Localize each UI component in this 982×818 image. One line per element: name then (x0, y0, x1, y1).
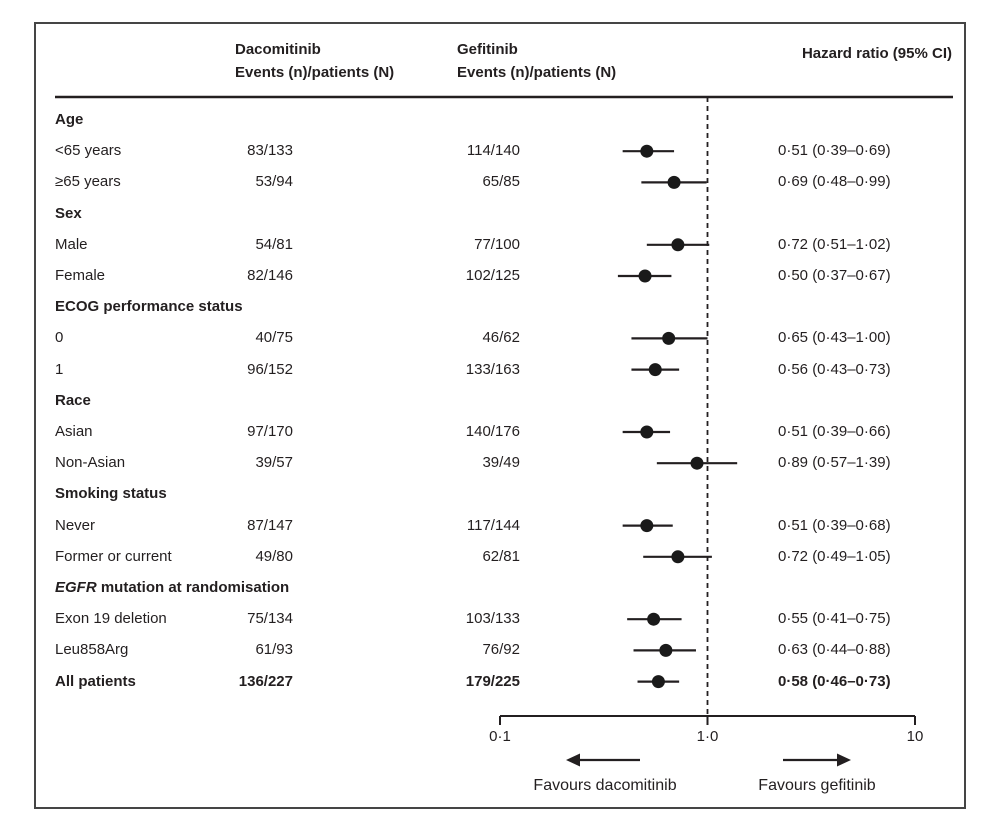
dacomitinib-events-value: 53/94 (255, 173, 293, 191)
row-label: Former or current (55, 547, 172, 565)
subgroup-row: Leu858Arg 61/93 76/92 0·63 (0·44–0·88) (0, 639, 982, 661)
hazard-ratio-value: 0·72 (0·51–1·02) (778, 235, 891, 253)
row-label: Never (55, 516, 96, 534)
dacomitinib-events-value: 61/93 (255, 641, 293, 659)
dacomitinib-events-value: 83/133 (247, 142, 293, 160)
row-label: EGFR mutation at randomisation (55, 579, 290, 596)
axis-tick-0-1: 0·1 (489, 728, 511, 745)
dacomitinib-subtitle: Events (n)/patients (N) (235, 64, 395, 81)
subgroup-row: Never 87/147 117/144 0·51 (0·39–0·68) (0, 515, 982, 537)
gefitinib-events-value: 65/85 (482, 173, 520, 191)
section-row: Race (0, 390, 982, 412)
dacomitinib-events-value: 82/146 (247, 267, 293, 284)
hazard-ratio-value: 0·69 (0·48–0·99) (778, 173, 891, 191)
subgroup-row: Non-Asian 39/57 39/49 0·89 (0·57–1·39) (0, 452, 982, 474)
subgroup-row: 1 96/152 133/163 0·56 (0·43–0·73) (0, 359, 982, 381)
gefitinib-events-value: 62/81 (482, 547, 520, 565)
subgroup-row: Male 54/81 77/100 0·72 (0·51–1·02) (0, 234, 982, 256)
hazard-ratio-value: 0·50 (0·37–0·67) (778, 267, 891, 284)
gefitinib-events-value: 46/62 (482, 329, 520, 347)
row-label: Smoking status (55, 485, 167, 503)
dacomitinib-events-value: 75/134 (247, 610, 293, 628)
subgroup-row: <65 years 83/133 114/140 0·51 (0·39–0·69) (0, 140, 982, 162)
gefitinib-events-value: 133/163 (465, 360, 520, 378)
dacomitinib-events-value: 39/57 (255, 454, 293, 472)
gefitinib-events-value: 114/140 (466, 142, 520, 160)
favours-gefitinib-label: Favours gefitinib (758, 777, 876, 794)
dacomitinib-events-value: 97/170 (247, 423, 293, 440)
section-row: Smoking status (0, 483, 982, 505)
hazard-ratio-value: 0·65 (0·43–1·00) (778, 329, 891, 347)
subgroup-row: Female 82/146 102/125 0·50 (0·37–0·67) (0, 265, 982, 287)
gefitinib-events-value: 39/49 (482, 454, 520, 472)
dacomitinib-events-value: 87/147 (247, 516, 293, 534)
hazard-ratio-value: 0·89 (0·57–1·39) (778, 454, 891, 472)
column-header-gefitinib: Gefitinib Events (n)/patients (N) (457, 38, 616, 84)
dacomitinib-events-value: 96/152 (247, 360, 293, 378)
subgroup-row: All patients 136/227 179/225 0·58 (0·46–0·7… (0, 671, 982, 693)
hazard-ratio-value: 0·51 (0·39–0·68) (778, 516, 891, 534)
dacomitinib-events-value: 40/75 (255, 329, 293, 347)
figure-border (34, 22, 966, 809)
hazard-ratio-value: 0·51 (0·39–0·66) (778, 423, 891, 440)
hazard-ratio-value: 0·55 (0·41–0·75) (778, 610, 891, 628)
section-row: EGFR mutation at randomisation (0, 577, 982, 599)
subgroup-row: Exon 19 deletion 75/134 103/133 0·55 (0·41–… (0, 608, 982, 630)
row-label: Non-Asian (55, 454, 126, 472)
gefitinib-events-value: 140/176 (465, 423, 520, 440)
subgroup-row: 0 40/75 46/62 0·65 (0·43–1·00) (0, 327, 982, 349)
favours-dacomitinib-label: Favours dacomitinib (533, 777, 677, 794)
column-header-hazard-ratio: Hazard ratio (95% CI) (801, 45, 952, 62)
section-row: ECOG performance status (0, 296, 982, 318)
gefitinib-subtitle: Events (n)/patients (N) (457, 64, 617, 81)
column-header-dacomitinib: Dacomitinib Events (n)/patients (N) (235, 38, 394, 84)
row-label: <65 years (55, 142, 122, 160)
row-label: All patients (55, 672, 136, 690)
gefitinib-events-value: 179/225 (465, 672, 520, 690)
row-label: Female (55, 267, 106, 284)
gefitinib-events-value: 102/125 (465, 267, 520, 284)
row-label: Exon 19 deletion (55, 610, 167, 628)
row-label: ECOG performance status (55, 298, 243, 316)
gefitinib-title: Gefitinib (457, 41, 518, 58)
gefitinib-events-value: 76/92 (482, 641, 520, 659)
hazard-ratio-value: 0·51 (0·39–0·69) (778, 142, 891, 160)
dacomitinib-events-value: 49/80 (255, 547, 293, 565)
row-label: ≥65 years (55, 173, 121, 191)
row-label: Asian (55, 423, 93, 440)
subgroup-row: Asian 97/170 140/176 0·51 (0·39–0·66) (0, 421, 982, 443)
hazard-ratio-value: 0·63 (0·44–0·88) (778, 641, 891, 659)
row-label: 1 (55, 360, 64, 378)
row-label: Male (55, 235, 88, 253)
subgroup-row: Former or current 49/80 62/81 0·72 (0·49–1·… (0, 546, 982, 568)
hazard-ratio-value: 0·58 (0·46–0·73) (778, 672, 891, 690)
gefitinib-events-value: 77/100 (474, 235, 520, 253)
row-label: Age (55, 111, 84, 128)
dacomitinib-events-value: 136/227 (238, 672, 293, 690)
axis-tick-10: 10 (906, 728, 924, 745)
hazard-ratio-value: 0·56 (0·43–0·73) (778, 360, 891, 378)
section-row: Sex (0, 203, 982, 225)
axis-tick-1-0: 1·0 (696, 728, 719, 745)
section-row: Age (0, 109, 982, 131)
dacomitinib-title: Dacomitinib (235, 41, 321, 58)
gefitinib-events-value: 103/133 (465, 610, 520, 628)
row-label: 0 (55, 329, 64, 347)
row-label: Leu858Arg (55, 641, 129, 659)
gefitinib-events-value: 117/144 (466, 516, 520, 534)
row-label: Race (55, 391, 91, 409)
dacomitinib-events-value: 54/81 (255, 235, 293, 253)
hazard-ratio-value: 0·72 (0·49–1·05) (778, 547, 891, 565)
row-label: Sex (55, 204, 82, 222)
subgroup-row: ≥65 years 53/94 65/85 0·69 (0·48–0·99) (0, 171, 982, 193)
